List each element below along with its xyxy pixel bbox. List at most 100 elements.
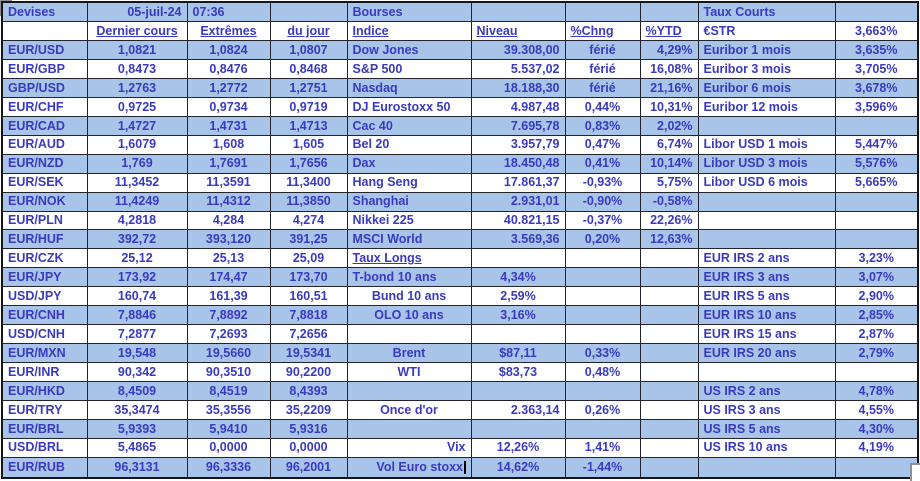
pct-chng-cell[interactable]: 0,44% (564, 96, 641, 117)
indice-cell[interactable]: Shanghai (346, 191, 472, 212)
pct-ytd-cell[interactable]: -0,58% (639, 191, 699, 212)
pct-chng-cell[interactable]: 0,47% (564, 134, 641, 155)
pct-ytd-cell[interactable] (639, 343, 699, 364)
du-jour-cell[interactable]: 173,70 (269, 267, 348, 288)
pct-ytd-cell[interactable] (639, 437, 699, 458)
taux-courts-label-cell[interactable]: EUR IRS 10 ans (697, 305, 836, 326)
dernier-cours-cell[interactable]: 7,2877 (86, 324, 188, 345)
devises-cell[interactable]: USD/BRL (1, 437, 88, 458)
pct-ytd-cell[interactable] (639, 267, 699, 288)
du-jour-cell[interactable]: 4,274 (269, 210, 348, 231)
devises-cell[interactable]: EUR/USD (1, 40, 88, 61)
indice-cell[interactable]: S&P 500 (346, 59, 472, 79)
dernier-cours-cell[interactable]: 11,4249 (86, 191, 188, 212)
dernier-cours-cell[interactable]: 19,548 (86, 343, 188, 364)
du-jour-cell[interactable]: 0,8468 (269, 59, 348, 79)
pct-ytd-cell[interactable]: 4,29% (639, 40, 699, 61)
pct-chng-cell[interactable]: -0,93% (564, 172, 641, 193)
extremes-cell[interactable]: 393,120 (186, 229, 271, 250)
pct-chng-cell[interactable]: %Chng (564, 21, 641, 42)
taux-courts-value-cell[interactable] (834, 456, 919, 479)
taux-courts-value-cell[interactable] (834, 229, 919, 250)
extremes-cell[interactable]: 1,0824 (186, 40, 271, 61)
du-jour-cell[interactable]: 1,605 (269, 134, 348, 155)
taux-courts-value-cell[interactable] (834, 210, 919, 231)
pct-ytd-cell[interactable]: 6,74% (639, 134, 699, 155)
indice-cell[interactable]: T-bond 10 ans (346, 267, 472, 288)
taux-courts-label-cell[interactable]: EUR IRS 3 ans (697, 267, 836, 288)
pct-ytd-cell[interactable] (639, 305, 699, 326)
extremes-cell[interactable]: 1,4731 (186, 115, 271, 136)
extremes-cell[interactable]: 1,2772 (186, 77, 271, 98)
extremes-cell[interactable]: 11,4312 (186, 191, 271, 212)
taux-courts-label-cell[interactable] (697, 191, 836, 212)
devises-cell[interactable]: EUR/PLN (1, 210, 88, 231)
devises-cell[interactable]: EUR/BRL (1, 418, 88, 439)
taux-courts-label-cell[interactable]: Libor USD 6 mois (697, 172, 836, 193)
pct-ytd-cell[interactable]: 21,16% (639, 77, 699, 98)
pct-chng-cell[interactable]: -0,37% (564, 210, 641, 231)
indice-cell[interactable] (346, 418, 472, 439)
niveau-cell[interactable]: 14,62% (470, 456, 566, 479)
taux-courts-label-cell[interactable]: US IRS 10 ans (697, 437, 836, 458)
indice-cell[interactable]: MSCI World (346, 229, 472, 250)
niveau-cell[interactable]: 3,16% (470, 305, 566, 326)
taux-courts-label-cell[interactable] (697, 210, 836, 231)
niveau-cell[interactable]: 39.308,00 (470, 40, 566, 61)
dernier-cours-cell[interactable]: 1,2763 (86, 77, 188, 98)
extremes-cell[interactable]: 96,3336 (186, 456, 271, 479)
pct-chng-cell[interactable] (564, 305, 641, 326)
dernier-cours-cell[interactable]: 0,9725 (86, 96, 188, 117)
dernier-cours-cell[interactable]: 90,342 (86, 362, 188, 382)
dernier-cours-cell[interactable]: 8,4509 (86, 380, 188, 401)
niveau-cell[interactable]: 5.537,02 (470, 59, 566, 79)
extremes-cell[interactable]: 90,3510 (186, 362, 271, 382)
extremes-cell[interactable]: 8,4519 (186, 380, 271, 401)
extremes-cell[interactable]: 0,0000 (186, 437, 271, 458)
indice-cell[interactable]: Vix (346, 437, 472, 458)
extremes-cell[interactable]: 19,5660 (186, 343, 271, 364)
dernier-cours-cell[interactable]: 0,8473 (86, 59, 188, 79)
niveau-cell[interactable]: 18.450,48 (470, 153, 566, 174)
devises-cell[interactable]: EUR/SEK (1, 172, 88, 193)
pct-chng-cell[interactable]: 0,26% (564, 399, 641, 420)
taux-courts-value-cell[interactable]: 4,78% (834, 380, 919, 401)
niveau-cell[interactable]: 4,34% (470, 267, 566, 288)
pct-chng-cell[interactable]: 0,48% (564, 362, 641, 382)
dernier-cours-cell[interactable]: 1,0821 (86, 40, 188, 61)
taux-courts-value-cell[interactable]: 3,705% (834, 59, 919, 79)
taux-courts-label-cell[interactable]: EUR IRS 2 ans (697, 248, 836, 269)
taux-courts-value-cell[interactable] (834, 362, 919, 382)
indice-cell[interactable]: Vol Euro stoxx (346, 456, 472, 479)
devises-cell[interactable]: Devises (1, 1, 88, 23)
du-jour-cell[interactable]: 1,0807 (269, 40, 348, 61)
niveau-cell[interactable]: 2,59% (470, 286, 566, 307)
pct-ytd-cell[interactable] (639, 362, 699, 382)
taux-courts-value-cell[interactable]: 2,90% (834, 286, 919, 307)
indice-cell[interactable]: Bel 20 (346, 134, 472, 155)
du-jour-cell[interactable]: 0,9719 (269, 96, 348, 117)
indice-cell[interactable] (346, 380, 472, 401)
du-jour-cell[interactable]: 391,25 (269, 229, 348, 250)
pct-ytd-cell[interactable] (639, 1, 699, 23)
pct-ytd-cell[interactable]: 12,63% (639, 229, 699, 250)
devises-cell[interactable]: EUR/HKD (1, 380, 88, 401)
taux-courts-label-cell[interactable]: EUR IRS 5 ans (697, 286, 836, 307)
indice-cell[interactable]: DJ Eurostoxx 50 (346, 96, 472, 117)
du-jour-cell[interactable]: du jour (269, 21, 348, 42)
dernier-cours-cell[interactable]: 11,3452 (86, 172, 188, 193)
taux-courts-value-cell[interactable]: 5,447% (834, 134, 919, 155)
niveau-cell[interactable]: Niveau (470, 21, 566, 42)
niveau-cell[interactable] (470, 418, 566, 439)
taux-courts-label-cell[interactable] (697, 115, 836, 136)
taux-courts-label-cell[interactable]: EUR IRS 15 ans (697, 324, 836, 345)
devises-cell[interactable]: EUR/TRY (1, 399, 88, 420)
taux-courts-value-cell[interactable]: 5,576% (834, 153, 919, 174)
pct-ytd-cell[interactable] (639, 324, 699, 345)
taux-courts-label-cell[interactable] (697, 362, 836, 382)
dernier-cours-cell[interactable]: 1,769 (86, 153, 188, 174)
dernier-cours-cell[interactable]: 96,3131 (86, 456, 188, 479)
du-jour-cell[interactable]: 19,5341 (269, 343, 348, 364)
dernier-cours-cell[interactable]: 25,12 (86, 248, 188, 269)
devises-cell[interactable]: EUR/NOK (1, 191, 88, 212)
